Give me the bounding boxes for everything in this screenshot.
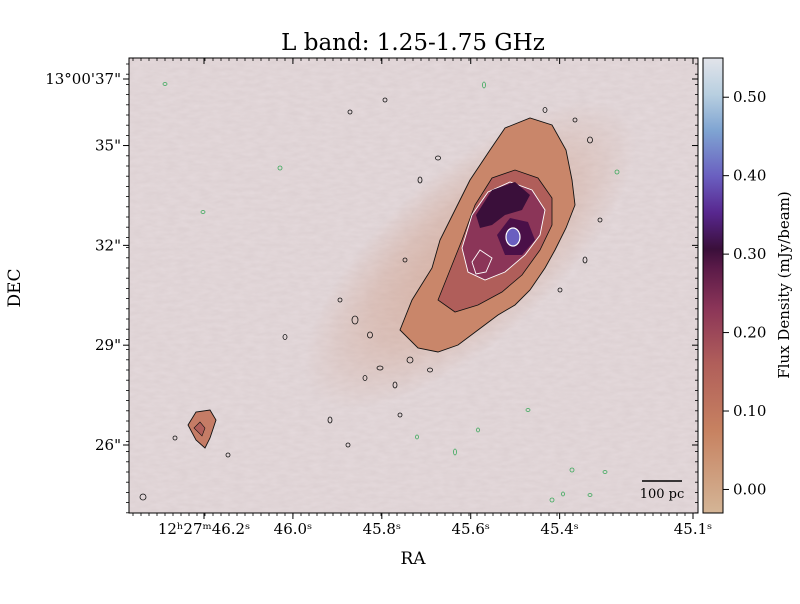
x-tick-label: 12ʰ27ᵐ46.2ˢ [158, 520, 250, 538]
colorbar-tick-label: 0.00 [733, 480, 766, 498]
secondary-knot [187, 409, 217, 449]
contour-islands [139, 97, 603, 501]
y-tick-label: 13°00'37" [45, 70, 121, 88]
x-tick-label: 45.8ˢ [363, 520, 401, 538]
main-source-white-contour [471, 249, 493, 275]
colorbar-label: Flux Density (mJy/beam) [775, 191, 793, 379]
colorbar: 0.00 0.10 0.20 0.30 0.40 0.50 Flux Density (m… [702, 57, 793, 514]
y-axis-label: DEC [5, 268, 25, 307]
colorbar-tick-label: 0.40 [733, 167, 766, 185]
colorbar-tick-label: 0.50 [733, 88, 766, 106]
image-plane: 100 pc [129, 58, 698, 513]
colorbar-ticks: 0.00 0.10 0.20 0.30 0.40 0.50 [723, 88, 766, 498]
scale-bar-label: 100 pc [640, 487, 685, 502]
x-tick-label: 45.6ˢ [452, 520, 490, 538]
colorbar-tick-label: 0.30 [733, 245, 766, 263]
y-tick-label: 29" [95, 336, 121, 354]
colorbar-tick-label: 0.10 [733, 402, 766, 420]
y-axis: 13°00'37" 35" 32" 29" 26" [45, 63, 698, 514]
x-axis: 12ʰ27ᵐ46.2ˢ 46.0ˢ 45.8ˢ 45.6ˢ 45.4ˢ 45.1ˢ [132, 58, 712, 538]
x-tick-label: 45.4ˢ [540, 520, 578, 538]
main-source-core-a [476, 182, 530, 228]
y-tick-label: 32" [95, 236, 121, 254]
colorbar-tick-label: 0.20 [733, 324, 766, 342]
chart-title: L band: 1.25-1.75 GHz [281, 30, 545, 56]
x-axis-label: RA [400, 549, 426, 569]
main-source [139, 81, 620, 503]
colorbar-gradient [702, 57, 724, 514]
plot-frame [128, 57, 699, 514]
y-tick-label: 26" [95, 436, 121, 454]
x-tick-label: 46.0ˢ [274, 520, 312, 538]
negative-contours [162, 81, 620, 503]
main-source-peak [505, 227, 521, 247]
x-tick-label: 45.1ˢ [674, 520, 712, 538]
y-tick-label: 35" [95, 137, 121, 155]
